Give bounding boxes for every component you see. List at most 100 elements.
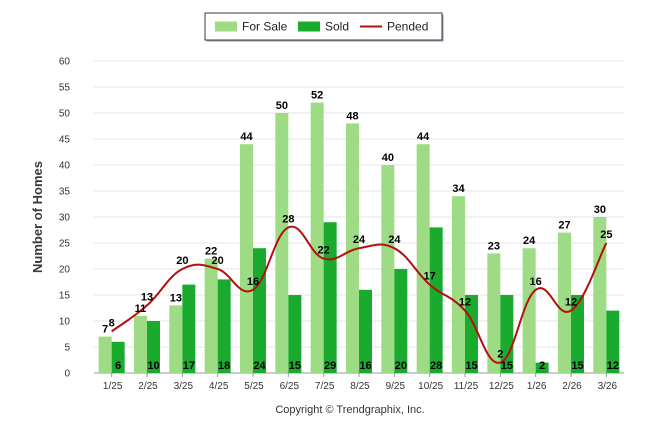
label-for-sale: 52 (311, 90, 323, 102)
bar-sold (147, 321, 160, 373)
x-tick-label: 1/25 (103, 381, 123, 392)
label-pended: 16 (247, 276, 259, 288)
x-tick-label: 1/26 (527, 381, 547, 392)
x-tick-label: 7/25 (315, 381, 335, 392)
bar-sold (394, 269, 408, 373)
bar-for-sale (522, 248, 536, 373)
y-axis-title: Number of Homes (30, 161, 45, 273)
x-tick-label: 10/25 (418, 381, 443, 392)
legend-box (204, 12, 443, 41)
label-pended: 20 (176, 255, 188, 267)
bar-for-sale (134, 315, 147, 373)
y-tick-label: 45 (59, 135, 71, 146)
bar-sold (182, 284, 196, 373)
legend: For Sale Sold Pended (204, 12, 444, 42)
label-pended: 24 (388, 234, 401, 246)
label-for-sale: 27 (558, 220, 570, 232)
bar-sold (535, 362, 549, 373)
label-for-sale: 13 (170, 292, 182, 304)
x-tick-label: 2/26 (562, 381, 582, 392)
label-pended: 12 (565, 297, 577, 309)
label-sold: 29 (324, 360, 336, 372)
y-tick-label: 20 (59, 265, 71, 276)
label-for-sale: 34 (452, 183, 465, 195)
bar-sold (253, 248, 266, 373)
bar-sold (606, 310, 620, 373)
label-for-sale: 44 (240, 131, 253, 143)
label-sold: 15 (465, 360, 477, 372)
label-for-sale: 24 (523, 235, 536, 247)
label-pended: 17 (424, 271, 436, 283)
label-pended: 24 (353, 234, 366, 246)
bar-for-sale (558, 232, 571, 373)
label-pended: 12 (459, 297, 471, 309)
x-tick-label: 11/25 (454, 381, 479, 392)
legend-swatch (215, 21, 237, 32)
legend-label: Pended (387, 20, 428, 34)
y-tick-label: 40 (59, 161, 71, 172)
y-tick-label: 55 (59, 83, 71, 94)
legend-label: For Sale (242, 20, 288, 34)
bar-sold (429, 227, 443, 373)
x-tick-label: 3/25 (174, 381, 194, 392)
label-for-sale: 50 (276, 100, 288, 112)
label-sold: 16 (359, 360, 371, 372)
copyright-text: Copyright © Trendgraphix, Inc. (275, 404, 424, 416)
label-pended: 16 (530, 276, 542, 288)
label-for-sale: 23 (488, 240, 500, 252)
y-tick-label: 5 (64, 343, 70, 354)
label-sold: 2 (539, 360, 545, 372)
x-tick-label: 5/25 (244, 381, 264, 392)
y-tick-label: 50 (59, 109, 71, 120)
x-tick-label: 12/25 (489, 381, 514, 392)
bar-for-sale (346, 123, 359, 374)
label-for-sale: 30 (594, 204, 606, 216)
bar-sold (288, 295, 302, 373)
bar-sold (359, 289, 372, 373)
legend-swatch (298, 21, 320, 32)
bar-sold (571, 295, 584, 373)
bar-for-sale (240, 144, 253, 373)
label-sold: 17 (183, 360, 195, 372)
label-pended: 13 (141, 291, 153, 303)
bar-for-sale (204, 258, 218, 373)
y-tick-label: 25 (59, 239, 71, 250)
bar-sold (217, 279, 231, 373)
x-tick-label: 4/25 (209, 381, 229, 392)
label-sold: 10 (147, 360, 159, 372)
label-pended: 25 (600, 229, 612, 241)
y-axis: 0 5 10 15 20 25 30 35 40 45 50 55 60 Number of Homes (30, 57, 70, 380)
x-tick-label: 3/26 (598, 381, 618, 392)
pended-line-path (111, 225, 608, 364)
label-for-sale: 44 (417, 131, 430, 143)
label-for-sale: 7 (102, 324, 108, 336)
label-sold: 24 (253, 360, 266, 372)
label-sold: 6 (115, 360, 121, 372)
bar-for-sale (310, 102, 324, 373)
label-pended: 8 (109, 317, 115, 329)
label-pended: 28 (282, 213, 294, 225)
y-tick-label: 15 (59, 291, 71, 302)
y-tick-label: 60 (59, 57, 71, 68)
label-sold: 18 (218, 360, 230, 372)
label-sold: 28 (430, 360, 442, 372)
x-axis: 1/25 2/25 3/25 4/25 5/25 6/25 7/25 8/25 9/25 10/2… (103, 373, 618, 392)
bar-sold (111, 341, 125, 373)
y-tick-label: 30 (59, 213, 71, 224)
label-pended: 2 (497, 349, 503, 361)
label-pended: 22 (318, 245, 330, 257)
label-for-sale: 48 (346, 110, 358, 122)
label-sold: 15 (501, 360, 513, 372)
bar-for-sale (416, 144, 430, 373)
bar-for-sale (169, 305, 183, 373)
label-for-sale: 22 (205, 246, 217, 258)
x-tick-label: 8/25 (350, 381, 370, 392)
bar-for-sale (593, 217, 607, 373)
y-tick-label: 10 (59, 317, 71, 328)
pended-line (111, 225, 608, 364)
y-tick-label: 0 (64, 369, 70, 380)
y-tick-label: 35 (59, 187, 71, 198)
